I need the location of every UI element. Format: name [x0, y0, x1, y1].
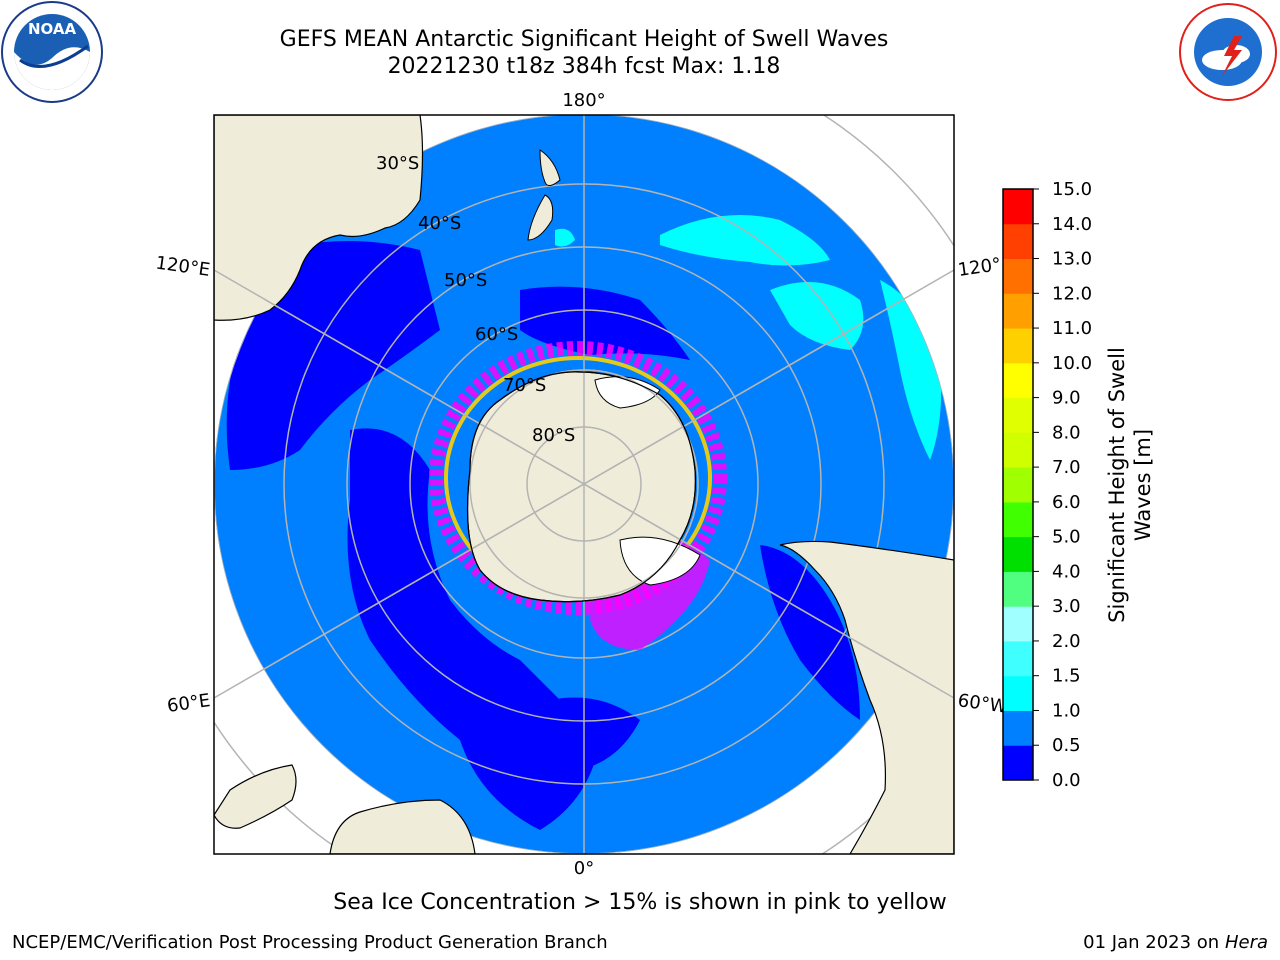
- colorbar-tick-label: 13.0: [1052, 249, 1092, 270]
- longitude-gridlines: [214, 115, 954, 854]
- lon-label-lower-left: 60°E: [166, 690, 212, 717]
- map-frame: [213, 114, 955, 855]
- colorbar-segment: [1003, 571, 1033, 607]
- lon-label-top: 180°: [562, 90, 605, 111]
- lat-label-70s: 70°S: [503, 375, 546, 396]
- colorbar-segment: [1003, 501, 1033, 538]
- colorbar-tick-label: 1.5: [1052, 666, 1081, 687]
- colorbar-tick-label: 6.0: [1052, 492, 1081, 513]
- colorbar-tick-label: 10.0: [1052, 353, 1092, 374]
- colorbar-segment: [1003, 467, 1033, 503]
- colorbar-tick-label: 12.0: [1052, 283, 1092, 304]
- colorbar-segment: [1003, 258, 1033, 294]
- noaa-logo: NOAA: [1, 1, 103, 103]
- colorbar-tick-label: 14.0: [1052, 214, 1092, 235]
- land-africa: [329, 799, 476, 854]
- land-australia: [214, 115, 424, 321]
- land-new-zealand-north: [539, 149, 561, 186]
- lat-label-60s: 60°S: [475, 324, 518, 345]
- sea-ice-fringe: [429, 341, 727, 615]
- colorbar-title: Significant Height of Swell Waves [m]: [1105, 347, 1155, 623]
- nws-logo: [1179, 3, 1277, 101]
- colorbar-segment: [1003, 675, 1033, 711]
- lat-label-30s: 30°S: [376, 153, 419, 174]
- colorbar: 0.0 0.5 1.0 1.5 2.0 3.0 4.0 5.0 6.0 7.0 8.0 9.0 10.0…: [1002, 179, 1092, 791]
- lat-label-80s: 80°S: [532, 425, 575, 446]
- colorbar-segment: [1003, 397, 1033, 433]
- colorbar-tick-label: 1.0: [1052, 700, 1081, 721]
- footer-host: Hera: [1224, 932, 1268, 953]
- land-madagascar: [214, 764, 297, 829]
- colorbar-segment: [1003, 606, 1033, 642]
- colorbar-tick-label: 9.0: [1052, 388, 1081, 409]
- chart-title: GEFS MEAN Antarctic Significant Height o…: [279, 27, 889, 52]
- colorbar-tick-label: 5.0: [1052, 527, 1081, 548]
- colorbar-segment: [1003, 223, 1033, 260]
- colorbar-tick-label: 0.5: [1052, 735, 1081, 756]
- colorbar-segment: [1003, 536, 1033, 572]
- colorbar-segment: [1003, 710, 1033, 746]
- colorbar-segment: [1003, 189, 1033, 225]
- footer-date-text: 01 Jan 2023 on: [1083, 932, 1225, 953]
- colorbar-tick-label: 7.0: [1052, 457, 1081, 478]
- moderate-swell-regions: [555, 215, 942, 460]
- sea-ice-caption: Sea Ice Concentration > 15% is shown in …: [333, 890, 947, 915]
- colorbar-segment: [1003, 432, 1033, 468]
- colorbar-segment: [1003, 640, 1033, 677]
- colorbar-tick-label: 3.0: [1052, 596, 1081, 617]
- lon-label-upper-right: 120°: [957, 254, 1003, 281]
- colorbar-segment: [1003, 293, 1033, 329]
- colorbar-tick-label: 2.0: [1052, 631, 1081, 652]
- footer-date: 01 Jan 2023 on Hera: [1083, 932, 1268, 953]
- land-south-america: [779, 540, 954, 854]
- colorbar-segment: [1003, 328, 1033, 364]
- colorbar-tick-label: 4.0: [1052, 561, 1081, 582]
- lat-label-50s: 50°S: [444, 270, 487, 291]
- land-new-zealand-south: [527, 194, 554, 241]
- lon-label-bottom: 0°: [574, 858, 594, 879]
- lat-label-40s: 40°S: [418, 213, 461, 234]
- footer-credit: NCEP/EMC/Verification Post Processing Pr…: [12, 932, 608, 953]
- colorbar-segment: [1003, 362, 1033, 399]
- colorbar-tick-label: 15.0: [1052, 179, 1092, 200]
- chart-subtitle: 20221230 t18z 384h fcst Max: 1.18: [387, 54, 781, 79]
- colorbar-tick-label: 0.0: [1052, 770, 1081, 791]
- colorbar-tick-label: 11.0: [1052, 318, 1092, 339]
- lon-label-lower-right: 60°W: [956, 690, 1008, 718]
- colorbar-tick-label: 8.0: [1052, 422, 1081, 443]
- noaa-logo-text: NOAA: [28, 20, 77, 38]
- lon-label-upper-left: 120°E: [154, 252, 211, 280]
- colorbar-segment: [1003, 745, 1033, 781]
